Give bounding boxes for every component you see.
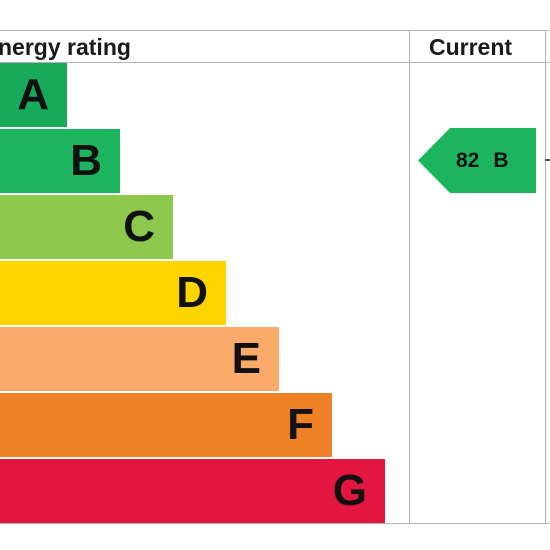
rating-band-letter: D — [176, 268, 208, 317]
energy-rating-header: nergy rating — [0, 34, 131, 60]
rating-band-letter: G — [332, 466, 367, 515]
rating-band-b: B — [0, 129, 120, 193]
top-border — [0, 30, 550, 31]
rating-band-e: E — [0, 327, 279, 391]
right-column-divider — [545, 30, 546, 524]
rating-band-f: F — [0, 393, 332, 457]
current-rating-arrow: 82 B — [418, 128, 536, 193]
rating-band-letter: A — [17, 70, 49, 119]
header-divider — [0, 62, 550, 63]
column-divider — [409, 30, 410, 524]
edge-mark — [545, 159, 550, 161]
rating-band-g: G — [0, 459, 385, 523]
current-rating-band: B — [493, 148, 509, 172]
current-rating-text: 82 B — [456, 128, 526, 193]
rating-band-letter: E — [231, 334, 261, 383]
rating-band-letter: C — [123, 202, 155, 251]
arrow-shape — [418, 128, 536, 193]
bottom-border — [0, 523, 550, 524]
current-header: Current — [429, 34, 513, 60]
rating-band-c: C — [0, 195, 173, 259]
rating-band-d: D — [0, 261, 226, 325]
rating-band-letter: B — [70, 136, 102, 185]
rating-band-letter: F — [287, 400, 314, 449]
rating-band-a: A — [0, 63, 67, 127]
current-rating-value: 82 — [456, 148, 480, 172]
